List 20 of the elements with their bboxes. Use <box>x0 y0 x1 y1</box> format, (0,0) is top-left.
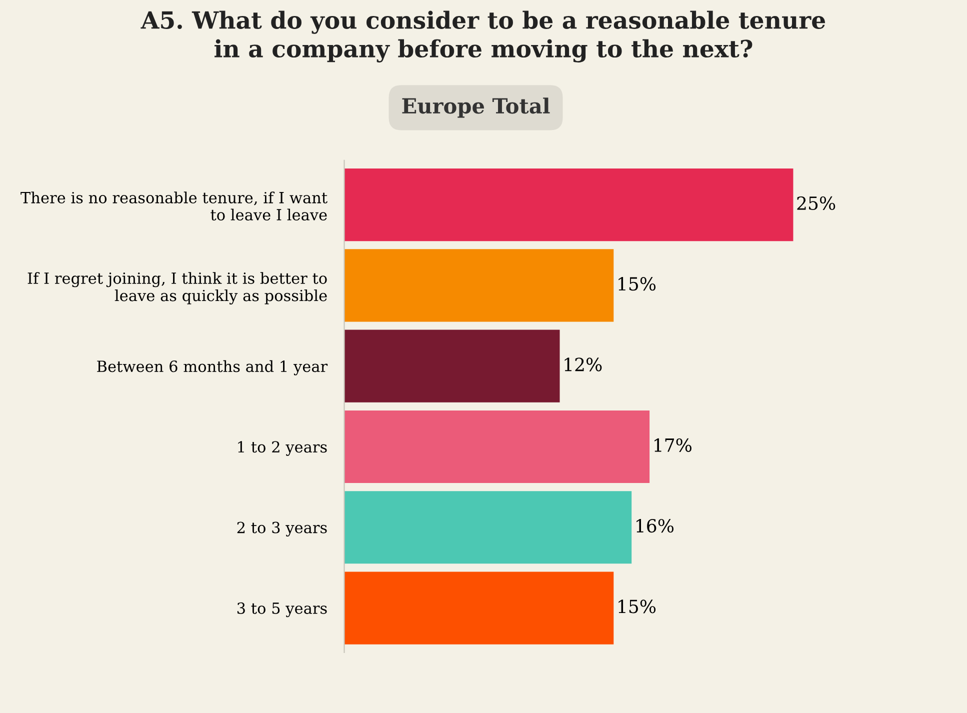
bar <box>344 249 614 322</box>
chart-subtitle: Europe Total <box>402 98 550 118</box>
data-label: 15% <box>618 600 656 614</box>
data-label: 16% <box>636 518 674 533</box>
y-tick-label: There is no reasonable tenure, if I want to leave I leave <box>20 192 328 221</box>
bar <box>344 168 794 242</box>
bar <box>344 330 560 402</box>
bar <box>344 491 632 564</box>
y-tick-label: 2 to 3 years <box>237 522 327 536</box>
data-label: 15% <box>618 277 656 291</box>
bar <box>344 572 614 644</box>
y-tick-label: 1 to 2 years <box>238 441 327 456</box>
y-tick-label: If I regret joining, I think it is better to leave as quickly as possible <box>28 272 327 304</box>
chart-title: A5. What do you consider to be a reasonable tenure in a company before moving to the next? <box>140 10 826 62</box>
data-label: 17% <box>654 438 692 452</box>
data-label: 25% <box>797 196 836 210</box>
bar <box>344 410 650 484</box>
data-label: 12% <box>564 358 602 372</box>
y-tick-label: 3 to 5 years <box>237 602 327 618</box>
y-tick-label: Between 6 months and 1 year <box>97 360 328 376</box>
